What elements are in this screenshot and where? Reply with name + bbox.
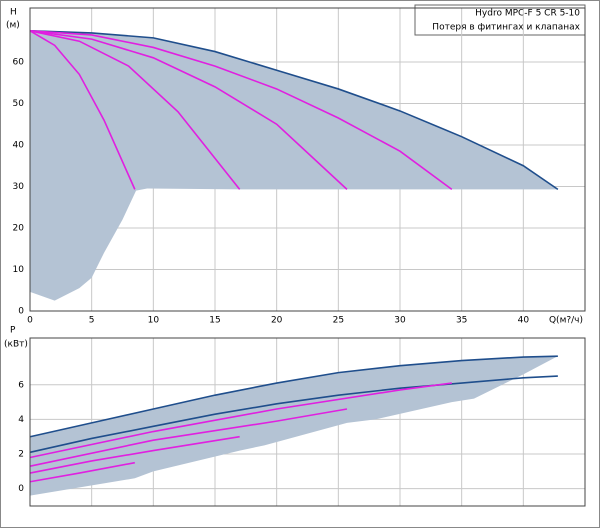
plot-frame <box>29 337 586 507</box>
x-label: Q(м?/ч) <box>549 316 583 326</box>
curve <box>29 408 348 467</box>
x-tick-label: 40 <box>518 316 530 326</box>
y-tick-label: 6 <box>18 380 24 390</box>
y-tick-label: 10 <box>13 265 25 275</box>
x-tick-label: 0 <box>27 316 33 326</box>
shaded-area <box>30 356 558 496</box>
y-tick-label: 60 <box>13 57 25 67</box>
curve <box>29 30 559 191</box>
y-unit: (кВт) <box>4 340 28 350</box>
curve <box>29 375 558 454</box>
plot-frame <box>29 7 586 312</box>
y-tick-label: 2 <box>18 450 24 460</box>
title-box <box>414 4 586 36</box>
y-label: P <box>10 326 16 336</box>
x-tick-label: 30 <box>394 316 406 326</box>
y-tick-label: 50 <box>13 99 25 109</box>
chart-title: Hydro MPC-F 5 CR 5-10 <box>475 9 580 19</box>
shaded-area <box>30 30 558 301</box>
y-tick-label: 0 <box>18 307 24 317</box>
curve <box>29 461 135 483</box>
chart-subtitle: Потеря в фитингах и клапанах <box>432 23 580 33</box>
y-tick-label: 40 <box>13 140 25 150</box>
curve <box>29 382 452 459</box>
curve <box>29 30 453 191</box>
x-tick-label: 35 <box>456 316 467 326</box>
y-tick-label: 30 <box>13 182 25 192</box>
curve <box>29 30 348 190</box>
curve <box>29 30 136 190</box>
x-tick-label: 15 <box>209 316 220 326</box>
y-tick-label: 4 <box>18 415 24 425</box>
curve <box>29 355 558 438</box>
x-tick-label: 25 <box>333 316 344 326</box>
y-tick-label: 20 <box>13 223 25 233</box>
curve <box>29 435 240 474</box>
x-tick-label: 5 <box>89 316 95 326</box>
y-label: H <box>10 8 17 18</box>
x-tick-label: 20 <box>271 316 283 326</box>
y-tick-label: 0 <box>18 484 24 494</box>
y-unit: (м) <box>6 21 20 31</box>
x-tick-label: 10 <box>148 316 160 326</box>
curve <box>29 30 241 190</box>
